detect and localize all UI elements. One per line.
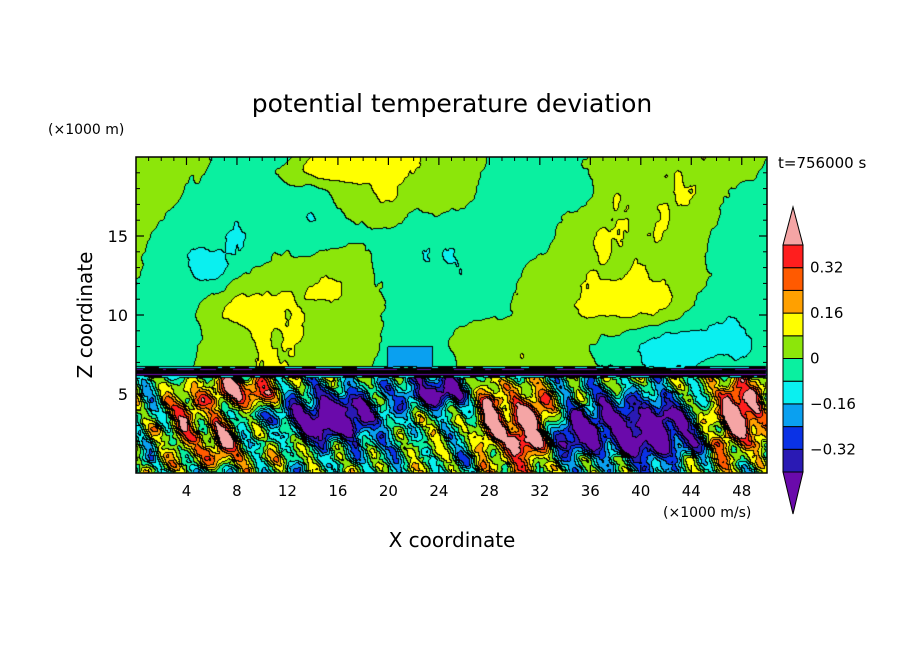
x-tick-label: 32 <box>530 482 549 500</box>
x-tick-label: 48 <box>732 482 751 500</box>
colorbar-swatch <box>782 244 804 269</box>
colorbar-swatch <box>782 403 804 428</box>
plot-area <box>135 156 768 474</box>
y-tick-label: 15 <box>108 227 128 246</box>
x-axis-label: X coordinate <box>389 528 516 552</box>
x-tick-label: 24 <box>429 482 448 500</box>
x-tick-label: 40 <box>631 482 650 500</box>
x-axis: 4 8 12 16 20 24 28 32 36 40 44 48 <box>148 157 755 500</box>
colorbar-swatch <box>782 448 804 473</box>
colorbar-swatch <box>782 335 804 359</box>
x-tick-label: 28 <box>480 482 499 500</box>
y-tick-label: 5 <box>118 385 128 404</box>
y-axis-label: Z coordinate <box>73 252 97 379</box>
colorbar-tick-label: 0.16 <box>810 304 843 322</box>
colorbar-extend-max <box>782 205 804 246</box>
x-tick-label: 44 <box>682 482 701 500</box>
time-label: t=756000 s <box>778 154 866 172</box>
x-tick-label: 16 <box>328 482 347 500</box>
colorbar-swatch <box>782 380 804 405</box>
x-tick-label: 12 <box>278 482 297 500</box>
colorbar-swatch <box>782 358 804 382</box>
colorbar-tick-label: 0.32 <box>810 259 843 277</box>
colorbar-swatch <box>782 426 804 450</box>
x-tick-label: 8 <box>232 482 242 500</box>
y-tick-label: 10 <box>108 306 128 325</box>
heatmap-field <box>136 157 767 473</box>
x-tick-label: 20 <box>379 482 398 500</box>
colorbar-tick-label: −0.16 <box>810 395 856 413</box>
colorbar-tick-label: 0 <box>810 350 820 368</box>
colorbar-swatch <box>782 267 804 291</box>
y-unit-label: (×1000 m) <box>48 122 124 138</box>
y-axis: 5 10 15 <box>108 172 767 458</box>
colorbar-tick-label: −0.32 <box>810 440 856 458</box>
colorbar-swatch <box>782 289 804 314</box>
x-tick-label: 4 <box>182 482 192 500</box>
chart-title: potential temperature deviation <box>252 89 652 118</box>
x-unit-label: (×1000 m/s) <box>663 505 751 521</box>
x-tick-label: 36 <box>581 482 600 500</box>
colorbar: −0.32 −0.16 0 0.16 0.32 <box>782 205 856 515</box>
colorbar-swatch <box>782 312 804 337</box>
colorbar-extend-min <box>782 471 804 515</box>
